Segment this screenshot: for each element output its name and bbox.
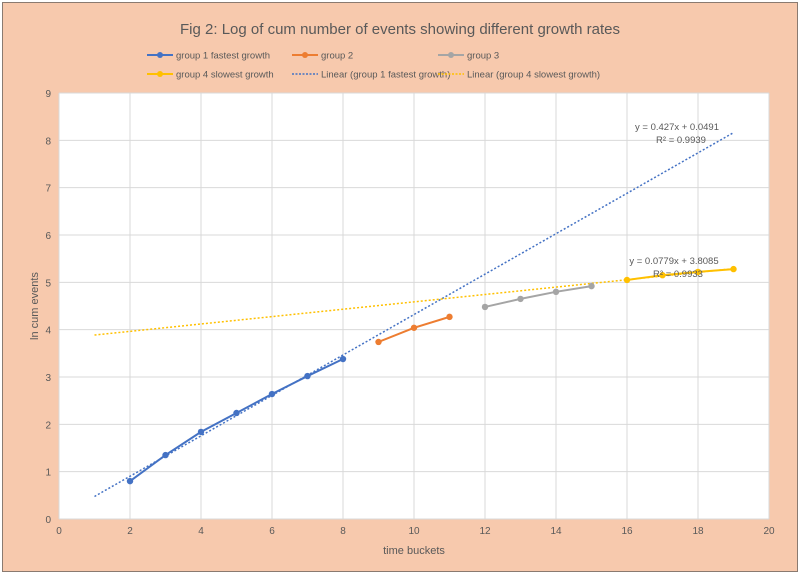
data-point xyxy=(197,428,205,436)
trendline xyxy=(94,132,734,498)
data-point xyxy=(233,409,240,417)
legend-marker-icon xyxy=(448,52,454,58)
data-point xyxy=(304,372,311,380)
data-point xyxy=(730,265,737,273)
x-tick-label: 10 xyxy=(408,526,420,537)
data-point xyxy=(552,288,560,295)
data-point xyxy=(481,303,489,311)
y-tick-label: 2 xyxy=(45,420,51,431)
x-tick-label: 18 xyxy=(692,526,704,537)
trendline-r2: R² = 0.9933 xyxy=(653,269,703,280)
data-point xyxy=(517,295,524,303)
x-tick-label: 6 xyxy=(269,526,275,537)
data-point xyxy=(659,272,666,279)
x-tick-label: 4 xyxy=(198,526,204,537)
data-point xyxy=(588,282,595,290)
legend-item: group 1 fastest growth xyxy=(176,51,270,62)
y-tick-label: 1 xyxy=(45,468,51,479)
legend-marker-icon xyxy=(302,52,308,58)
chart-title: Fig 2: Log of cum number of events showi… xyxy=(180,21,620,38)
series-line xyxy=(626,268,734,281)
trendline xyxy=(94,267,734,336)
x-tick-label: 20 xyxy=(763,526,775,537)
y-tick-label: 4 xyxy=(45,326,51,337)
legend-item: group 4 slowest growth xyxy=(176,70,274,81)
data-point xyxy=(162,451,169,459)
x-tick-label: 0 xyxy=(56,526,62,537)
trendline-equation: y = 0.0779x + 3.8085 xyxy=(629,256,718,267)
data-point xyxy=(268,390,276,398)
data-point xyxy=(623,276,631,284)
x-tick-label: 2 xyxy=(127,526,133,537)
legend-item: group 3 xyxy=(467,51,499,62)
y-tick-label: 8 xyxy=(45,136,51,147)
y-axis-label: ln cum events xyxy=(29,272,41,340)
legend-item: Linear (group 4 slowest growth) xyxy=(467,70,600,81)
x-tick-label: 12 xyxy=(479,526,491,537)
data-point xyxy=(375,338,382,346)
legend-item: Linear (group 1 fastest growth) xyxy=(321,70,450,81)
y-tick-label: 7 xyxy=(45,184,51,195)
trendline-r2: R² = 0.9939 xyxy=(656,135,706,146)
legend-marker-icon xyxy=(157,71,163,77)
series-line xyxy=(484,285,592,308)
data-point xyxy=(339,355,347,363)
trendline-equation: y = 0.427x + 0.0491 xyxy=(635,122,719,133)
legend-item: group 2 xyxy=(321,51,353,62)
y-tick-label: 9 xyxy=(45,89,51,100)
y-tick-label: 3 xyxy=(45,373,51,384)
data-point xyxy=(126,477,134,485)
x-tick-label: 14 xyxy=(550,526,562,537)
legend-marker-icon xyxy=(157,52,163,58)
x-tick-label: 8 xyxy=(340,526,346,537)
x-tick-label: 16 xyxy=(621,526,633,537)
data-point xyxy=(694,268,702,276)
data-point xyxy=(410,324,418,331)
x-axis-label: time buckets xyxy=(383,545,445,557)
data-point xyxy=(446,313,453,321)
y-tick-label: 6 xyxy=(45,231,51,242)
y-tick-label: 5 xyxy=(45,278,51,289)
y-tick-label: 0 xyxy=(45,515,51,526)
